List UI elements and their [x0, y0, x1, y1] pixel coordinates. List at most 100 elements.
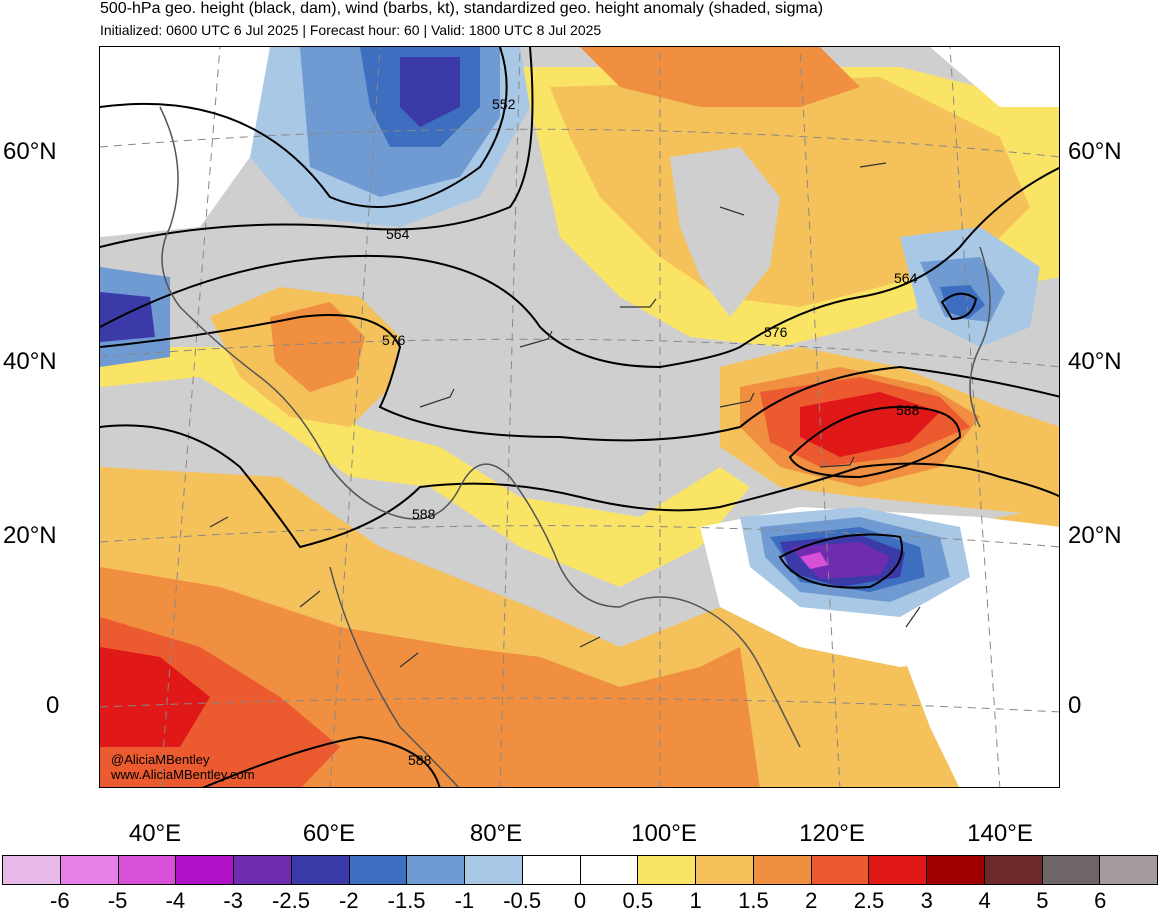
- contour-552: [100, 47, 508, 208]
- colorbar-swatch: [60, 856, 119, 884]
- contour-558: [100, 47, 534, 248]
- colorbar-swatch: [927, 856, 985, 884]
- lon-label: 80°E: [469, 820, 523, 847]
- latitude-line-0: [100, 697, 1059, 713]
- colorbar-tick-label: 0: [573, 888, 587, 913]
- lat-label-right: 60°N: [1068, 138, 1122, 165]
- colorbar-swatch: [811, 856, 870, 884]
- coastline-africa-east: [329, 566, 460, 787]
- contour-588-south: [202, 735, 441, 787]
- contour-label: 552: [492, 96, 516, 112]
- longitude-line-120e: [799, 47, 841, 787]
- credit: @AliciaMBentley www.AliciaMBentley.com: [111, 752, 255, 782]
- neutral-pocket-north: [670, 147, 780, 317]
- colorbar-tick-label: 4: [978, 888, 991, 913]
- wind-barb: [579, 636, 601, 648]
- longitude-line-80e: [499, 47, 521, 787]
- lat-label-left: 60°N: [3, 138, 57, 165]
- lat-label-left: 0: [46, 692, 60, 719]
- contour-582: [100, 424, 1059, 549]
- contour-label: 588: [412, 506, 436, 522]
- lon-label: 140°E: [967, 820, 1033, 847]
- colorbar-tick-label: 2.5: [853, 888, 885, 913]
- colorbar-swatch: [349, 856, 408, 884]
- colorbar-swatch: [1042, 856, 1101, 884]
- colorbar-swatch: [176, 856, 234, 884]
- contour-label: 564: [386, 226, 410, 242]
- credit-handle: @AliciaMBentley: [111, 752, 210, 767]
- colorbar-tick-label: 0.5: [622, 888, 654, 913]
- lat-label-left: 40°N: [3, 348, 57, 375]
- wind-barb: [419, 388, 455, 408]
- latitude-line-60n: [100, 128, 1059, 158]
- map-panel: 552 564 576 588 576 564 588 588: [99, 46, 1060, 788]
- graticule: [100, 47, 1059, 787]
- colorbar-swatch: [696, 856, 754, 884]
- longitude-line-140e: [949, 47, 1001, 787]
- contour-588-east: [788, 405, 962, 479]
- wind-barb: [719, 392, 755, 408]
- lat-label-right: 20°N: [1068, 522, 1122, 549]
- anomaly-neg2p5-sigma-pacific: [790, 542, 890, 579]
- colorbar-tick-label: -0.5: [503, 888, 542, 913]
- colorbar-swatch: [407, 856, 465, 884]
- wind-barb: [859, 162, 887, 168]
- anomaly-neg1p5-sigma-japan: [940, 285, 985, 319]
- lon-label: 120°E: [799, 820, 865, 847]
- colorbar-tick-label: 6: [1094, 888, 1107, 913]
- latitude-line-20n: [100, 525, 1059, 548]
- coastlines: [159, 106, 991, 787]
- anomaly-neg3-sigma-core: [800, 552, 828, 569]
- longitude-line-60e: [329, 47, 381, 787]
- colorbar-tick-label: -3: [223, 888, 243, 913]
- anomaly-neg2-sigma-north: [400, 57, 460, 127]
- anomaly-2-sigma-north: [580, 47, 860, 107]
- wind-barb: [905, 606, 921, 628]
- colorbar-tick-label: -5: [107, 888, 128, 913]
- colorbar-tick-label: -1: [454, 888, 475, 913]
- wind-barb: [299, 590, 321, 608]
- coastline-eurasia: [159, 106, 801, 748]
- contour-low-japan: [940, 292, 978, 321]
- longitude-line-40e: [159, 47, 221, 787]
- anomaly-3-sigma-east: [800, 392, 940, 457]
- lon-label: 100°E: [631, 820, 697, 847]
- anomaly-0p5-sigma-belt: [100, 347, 750, 587]
- colorbar-swatch: [291, 856, 350, 884]
- colorbar-swatch: [465, 856, 523, 884]
- colorbar-swatch: [638, 856, 696, 884]
- map-subtitle: Initialized: 0600 UTC 6 Jul 2025 | Forec…: [100, 22, 602, 38]
- latitude-line-40n: [100, 338, 1059, 368]
- near-zero-region-se: [900, 607, 1059, 787]
- contour-label: 576: [382, 332, 406, 348]
- wind-barb: [519, 330, 553, 348]
- wind-barbs: [209, 162, 921, 668]
- colorbar: [2, 855, 1158, 885]
- colorbar-swatch: [3, 856, 61, 884]
- near-zero-region-nw: [100, 47, 270, 237]
- map-title: 500-hPa geo. height (black, dam), wind (…: [100, 0, 824, 17]
- height-contours: [100, 47, 1059, 787]
- colorbar-tick-label: 5: [1036, 888, 1049, 913]
- lon-label: 60°E: [302, 820, 356, 847]
- contour-label: 588: [408, 752, 432, 768]
- credit-website: www.AliciaMBentley.com: [111, 767, 255, 782]
- colorbar-swatch: [869, 856, 927, 884]
- map-canvas: 552 564 576 588 576 564 588 588: [100, 47, 1059, 787]
- colorbar-swatch: [1100, 856, 1157, 884]
- colorbar-tick-label: 1.5: [738, 888, 769, 913]
- wind-barb: [819, 456, 855, 468]
- colorbar-swatch: [118, 856, 177, 884]
- colorbar-swatch: [984, 856, 1043, 884]
- colorbar-swatch: [522, 856, 581, 884]
- near-zero-region-ne: [930, 47, 1059, 107]
- lat-label-left: 20°N: [3, 522, 57, 549]
- contour-labels: 552 564 576 588 576 564 588 588: [382, 96, 920, 768]
- contour-label: 588: [896, 402, 920, 418]
- contour-570: [100, 166, 1059, 369]
- wind-barb: [399, 652, 419, 668]
- colorbar-tick-label: -1.5: [387, 888, 426, 913]
- colorbar-tick-label: -2.5: [272, 888, 310, 913]
- colorbar-tick-label: 3: [920, 888, 933, 913]
- wind-barb: [209, 516, 229, 528]
